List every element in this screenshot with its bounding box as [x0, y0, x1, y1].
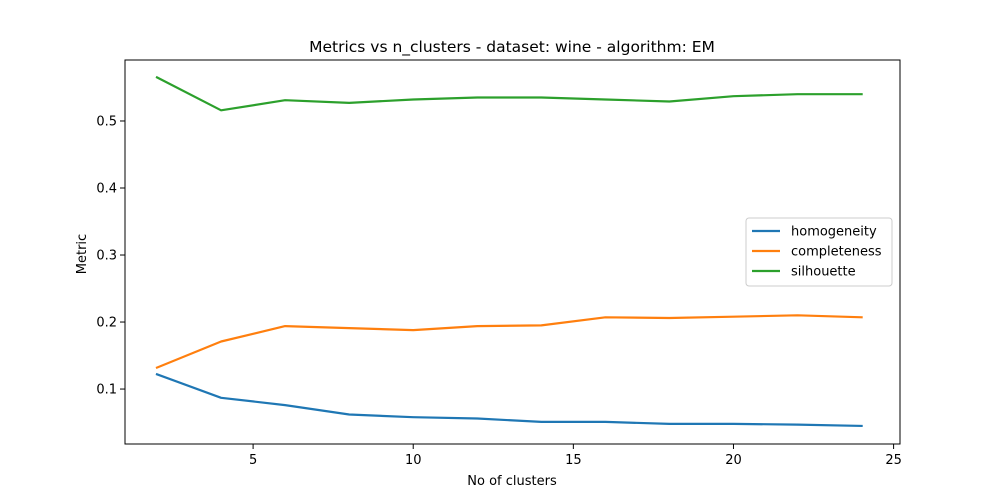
series-line-silhouette — [155, 75, 863, 112]
y-tick-label: 0.4 — [96, 182, 117, 197]
legend-label-homogeneity: homogeneity — [791, 225, 877, 240]
series-line-homogeneity — [155, 372, 863, 428]
y-axis-ticks: 0.1 0.2 0.3 0.4 0.5 — [96, 114, 125, 398]
y-tick-label: 0.1 — [96, 383, 117, 398]
plot-area — [124, 59, 901, 445]
x-tick-label: 15 — [565, 453, 582, 468]
legend: homogeneity completeness silhouette — [745, 217, 893, 287]
x-tick-label: 5 — [249, 453, 257, 468]
x-tick-label: 25 — [885, 453, 902, 468]
legend-label-completeness: completeness — [791, 245, 882, 260]
x-axis-ticks: 5 10 15 20 25 — [249, 444, 902, 468]
y-tick-label: 0.3 — [96, 249, 117, 264]
y-tick-label: 0.5 — [96, 114, 117, 129]
x-tick-label: 10 — [405, 453, 422, 468]
legend-label-silhouette: silhouette — [791, 265, 856, 280]
series-line-completeness — [155, 314, 863, 370]
y-tick-label: 0.2 — [96, 316, 117, 331]
legend-box — [745, 217, 893, 287]
x-tick-label: 20 — [725, 453, 742, 468]
x-axis-label: No of clusters — [467, 474, 557, 489]
series-lines — [155, 75, 863, 428]
y-axis-label: Metric — [75, 234, 90, 274]
chart-title: Metrics vs n_clusters - dataset: wine - … — [309, 38, 715, 57]
